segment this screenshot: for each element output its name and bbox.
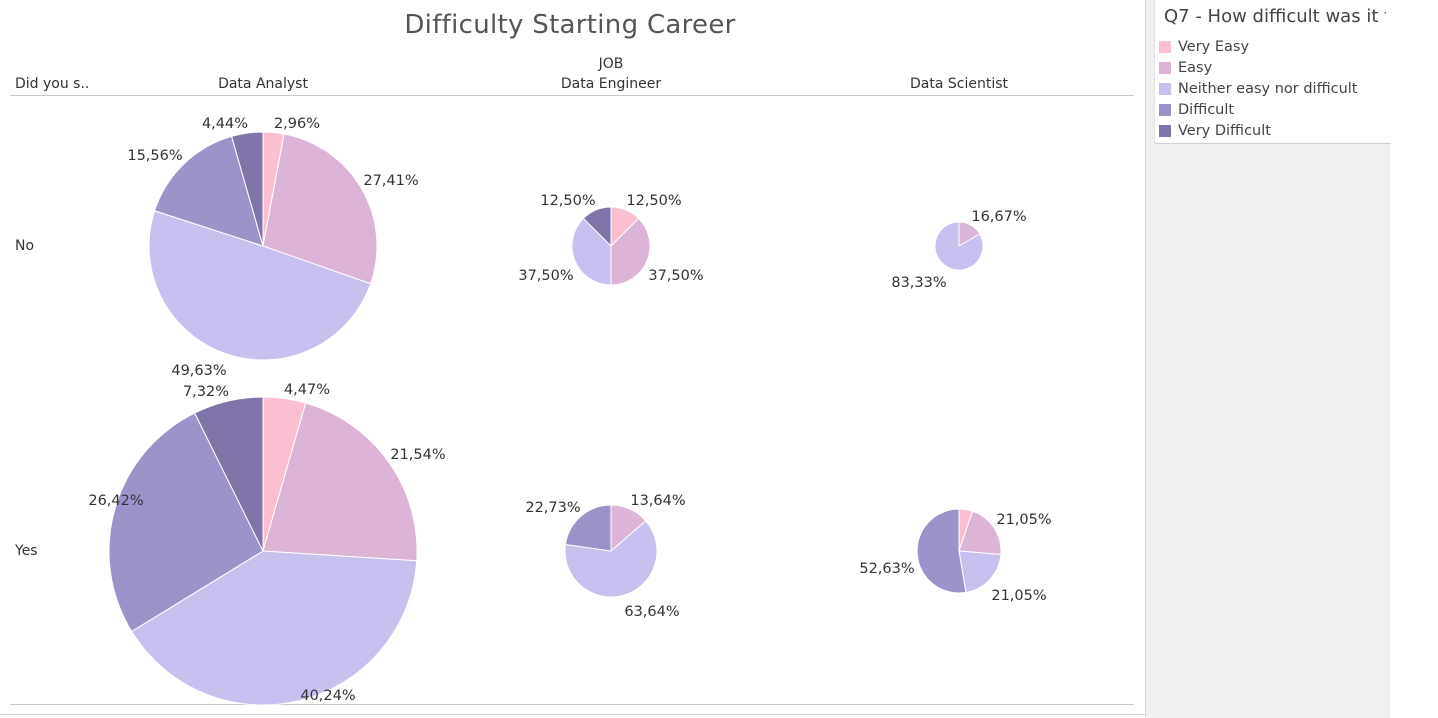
chart-area: Difficulty Starting Career JOB Did you s… (10, 10, 1134, 706)
chart-title: Difficulty Starting Career (404, 10, 736, 40)
legend-swatch (1159, 62, 1171, 74)
pie-data-label-difficult: 22,73% (525, 500, 580, 516)
pie-slice-difficult[interactable] (153, 135, 264, 247)
pie-slice-difficult[interactable] (564, 504, 612, 552)
pie-data-label-very-difficult: 12,50% (540, 193, 595, 209)
pie-data-label-neither: 40,24% (300, 688, 355, 704)
column-header-data-engineer[interactable]: Data Engineer (560, 76, 662, 92)
pie-data-label-easy: 21,54% (390, 447, 445, 463)
pie-slice-very-difficult[interactable] (230, 131, 264, 247)
legend-swatch (1159, 125, 1171, 137)
panel-divider (1145, 0, 1146, 718)
pie-data-label-easy: 13,64% (630, 493, 685, 509)
pie-data-label-very-difficult: 4,44% (202, 116, 248, 132)
pie-data-label-easy: 16,67% (971, 209, 1026, 225)
pie-slice-neither[interactable] (934, 221, 984, 271)
column-header-data-scientist[interactable]: Data Scientist (910, 76, 1008, 92)
legend-item-very-difficult[interactable]: Very Difficult (1159, 123, 1271, 139)
pie-slice-difficult[interactable] (916, 508, 967, 594)
pie-data-scientist-no[interactable] (934, 221, 984, 271)
pie-data-analyst-yes[interactable] (108, 396, 418, 706)
pie-slice-neither[interactable] (148, 210, 372, 361)
pie-data-label-difficult: 26,42% (88, 493, 143, 509)
legend-item-neither[interactable]: Neither easy nor difficult (1159, 81, 1357, 97)
legend-swatch (1159, 41, 1171, 53)
side-margin (1390, 0, 1438, 718)
column-dimension-header[interactable]: JOB (598, 56, 624, 72)
legend-label: Difficult (1178, 102, 1235, 118)
pie-data-label-very-easy: 2,96% (274, 116, 320, 132)
pie-data-label-neither: 83,33% (891, 275, 946, 291)
pie-data-scientist-yes[interactable] (916, 508, 1002, 594)
legend-label: Very Difficult (1178, 123, 1271, 139)
pie-data-label-easy: 27,41% (363, 173, 418, 189)
pie-data-label-neither: 49,63% (171, 363, 226, 379)
legend-label: Very Easy (1178, 39, 1250, 55)
pie-data-analyst-no[interactable] (148, 131, 378, 361)
pie-slice-difficult[interactable] (108, 412, 264, 633)
row-label-yes[interactable]: Yes (15, 543, 38, 559)
legend-item-difficult[interactable]: Difficult (1159, 102, 1234, 118)
pie-slice-easy[interactable] (958, 510, 1002, 555)
pie-slice-easy[interactable] (262, 402, 418, 562)
bottom-border (0, 714, 1145, 715)
pie-slice-neither[interactable] (958, 550, 1002, 594)
legend-title[interactable]: Q7 - How difficult was it f... (1164, 6, 1386, 27)
pie-chart-grid: 2,96% 27,41% 49,63% 15,56% 4,44% 12,50% 37,50%… (88, 116, 1052, 706)
pie-slice-neither[interactable] (130, 550, 418, 706)
row-dimension-header[interactable]: Did you s.. (15, 76, 90, 92)
legend-swatch (1159, 104, 1171, 116)
column-header-data-analyst[interactable]: Data Analyst (218, 76, 308, 92)
pie-data-label-easy: 37,50% (648, 268, 703, 284)
pie-data-engineer-yes[interactable] (564, 504, 658, 598)
legend-swatch (1159, 83, 1171, 95)
pie-data-engineer-no[interactable] (571, 206, 651, 286)
pie-data-label-easy: 21,05% (996, 512, 1051, 528)
pie-data-label-neither: 63,64% (624, 604, 679, 620)
bottom-divider (10, 704, 1134, 705)
pie-slice-easy[interactable] (262, 133, 378, 285)
color-legend: Q7 - How difficult was it f... Very Easy… (1154, 0, 1391, 144)
pie-data-label-very-easy: 12,50% (626, 193, 681, 209)
pie-data-label-very-difficult: 7,32% (183, 384, 229, 400)
pie-slice-easy[interactable] (610, 217, 651, 286)
pie-data-label-very-easy: 4,47% (284, 382, 330, 398)
legend-label: Easy (1178, 60, 1213, 76)
row-label-no[interactable]: No (15, 238, 35, 254)
pie-slice-neither[interactable] (571, 217, 612, 286)
header-divider (10, 95, 1134, 96)
pie-slice-neither[interactable] (564, 520, 658, 598)
pie-data-label-neither: 37,50% (518, 268, 573, 284)
legend-item-very-easy[interactable]: Very Easy (1159, 39, 1249, 55)
pie-data-label-difficult: 52,63% (859, 561, 914, 577)
pie-data-label-difficult: 15,56% (127, 148, 182, 164)
pie-slice-very-difficult[interactable] (193, 396, 264, 552)
pie-data-label-neither: 21,05% (991, 588, 1046, 604)
legend-label: Neither easy nor difficult (1178, 81, 1358, 97)
legend-item-easy[interactable]: Easy (1159, 60, 1212, 76)
pie-slice-very-difficult[interactable] (582, 206, 612, 248)
